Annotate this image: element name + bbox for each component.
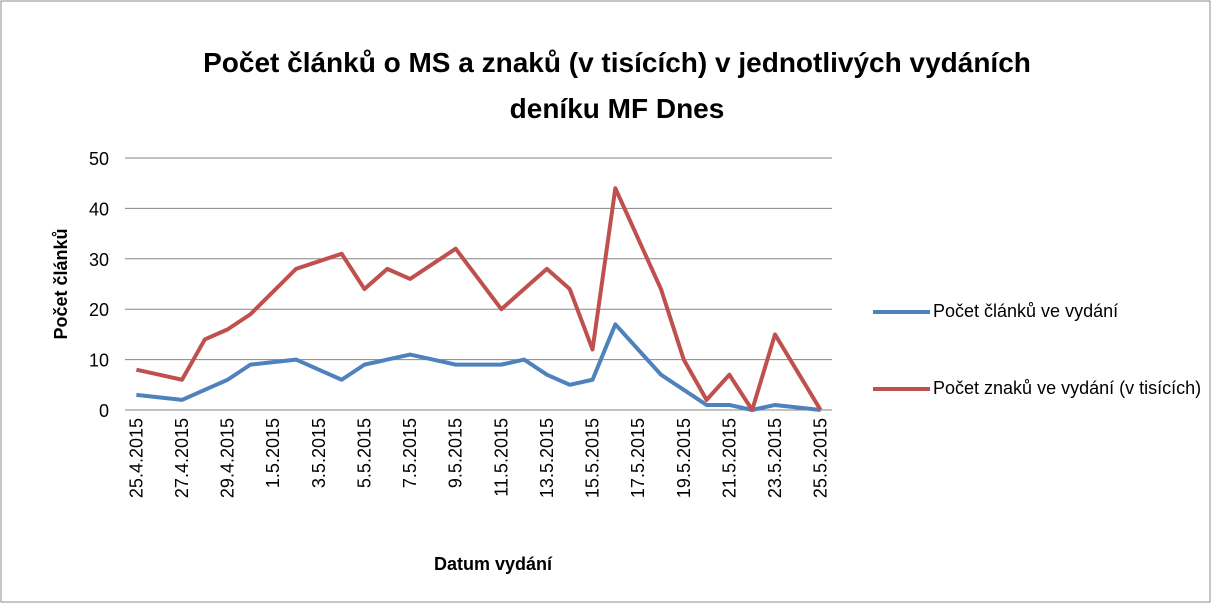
x-tick-label: 3.5.2015	[309, 418, 329, 488]
x-tick-label: 11.5.2015	[491, 418, 511, 497]
x-tick-label: 25.5.2015	[811, 418, 831, 498]
legend-label: Počet znaků ve vydání (v tisících)	[933, 378, 1202, 398]
title-line: Počet článků o MS a znaků (v tisících) v…	[203, 47, 1031, 78]
y-tick-label: 0	[99, 401, 109, 421]
x-tick-label: 13.5.2015	[537, 418, 557, 498]
x-tick-label: 9.5.2015	[446, 418, 466, 488]
legend-label: Počet článků ve vydání	[933, 301, 1119, 321]
x-tick-label: 17.5.2015	[628, 418, 648, 498]
data-line	[136, 322, 821, 412]
x-tick-label: 1.5.2015	[263, 418, 283, 488]
y-tick-label: 40	[89, 199, 109, 219]
y-tick-label: 50	[89, 149, 109, 169]
x-tick-label: 5.5.2015	[354, 418, 374, 488]
chart-title: Počet článků o MS a znaků (v tisících) v…	[203, 47, 1031, 124]
x-tick-label: 7.5.2015	[400, 418, 420, 488]
y-axis-label: Počet článků	[51, 228, 71, 339]
x-tick-label: 25.4.2015	[126, 418, 146, 498]
x-tick-label: 15.5.2015	[583, 418, 603, 498]
title-line: deníku MF Dnes	[510, 93, 725, 124]
y-tick-label: 20	[89, 300, 109, 320]
x-tick-label: 23.5.2015	[765, 418, 785, 498]
x-tick-label: 29.4.2015	[218, 418, 238, 498]
data-line	[135, 186, 823, 412]
y-tick-label: 10	[89, 351, 109, 371]
x-tick-label: 27.4.2015	[172, 418, 192, 498]
x-tick-label: 19.5.2015	[674, 418, 694, 498]
x-tick-label: 21.5.2015	[719, 418, 739, 498]
y-tick-label: 30	[89, 250, 109, 270]
x-axis-label: Datum vydání	[434, 554, 553, 574]
